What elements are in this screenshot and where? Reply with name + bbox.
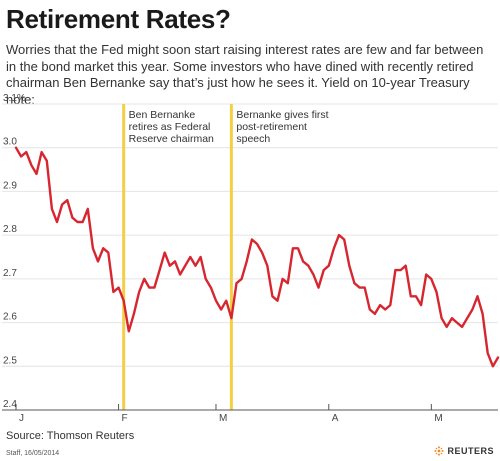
y-tick-label: 2.8 (3, 224, 17, 235)
chart-subtitle: Worries that the Fed might soon start ra… (6, 42, 484, 107)
yield-series-line (14, 146, 500, 368)
marker-layer (122, 104, 233, 410)
y-tick-label: 2.9 (3, 180, 17, 191)
credit-note: Staff, 16/05/2014 (6, 450, 60, 457)
y-tick-label: 2.4 (3, 399, 17, 410)
y-tick-label: 2.7 (3, 268, 17, 279)
axis-layer (2, 404, 498, 411)
y-tick-label: 2.5 (3, 355, 17, 366)
x-tick-label: M (219, 413, 227, 424)
chart-title: Retirement Rates? (6, 4, 231, 34)
y-tick-label: 3.1% (3, 93, 26, 104)
reuters-brand: REUTERS (434, 446, 494, 456)
event-annotation: Ben Bernanke retires as Federal Reserve ch… (129, 109, 214, 145)
y-tick-label: 2.6 (3, 312, 17, 323)
label-layer: 2.4 2.5 2.6 2.7 2.8 2.9 3.0 3.1% J F M A M Ben Bernan… (3, 93, 443, 424)
x-tick-label: J (19, 413, 24, 424)
x-tick-label: F (122, 413, 128, 424)
line-layer (14, 146, 500, 368)
event-annotation: Bernanke gives first post-retirement speec… (236, 109, 328, 145)
x-tick-label: A (332, 413, 339, 424)
line-chart: 2.4 2.5 2.6 2.7 2.8 2.9 3.0 3.1% J F M A M Ben Bernan… (2, 93, 500, 424)
y-tick-label: 3.0 (3, 137, 17, 148)
grid-layer (2, 103, 498, 367)
reuters-logo-icon (434, 446, 445, 456)
source-note: Source: Thomson Reuters (6, 430, 135, 442)
brand-label: REUTERS (447, 446, 494, 456)
x-tick-label: M (434, 413, 442, 424)
